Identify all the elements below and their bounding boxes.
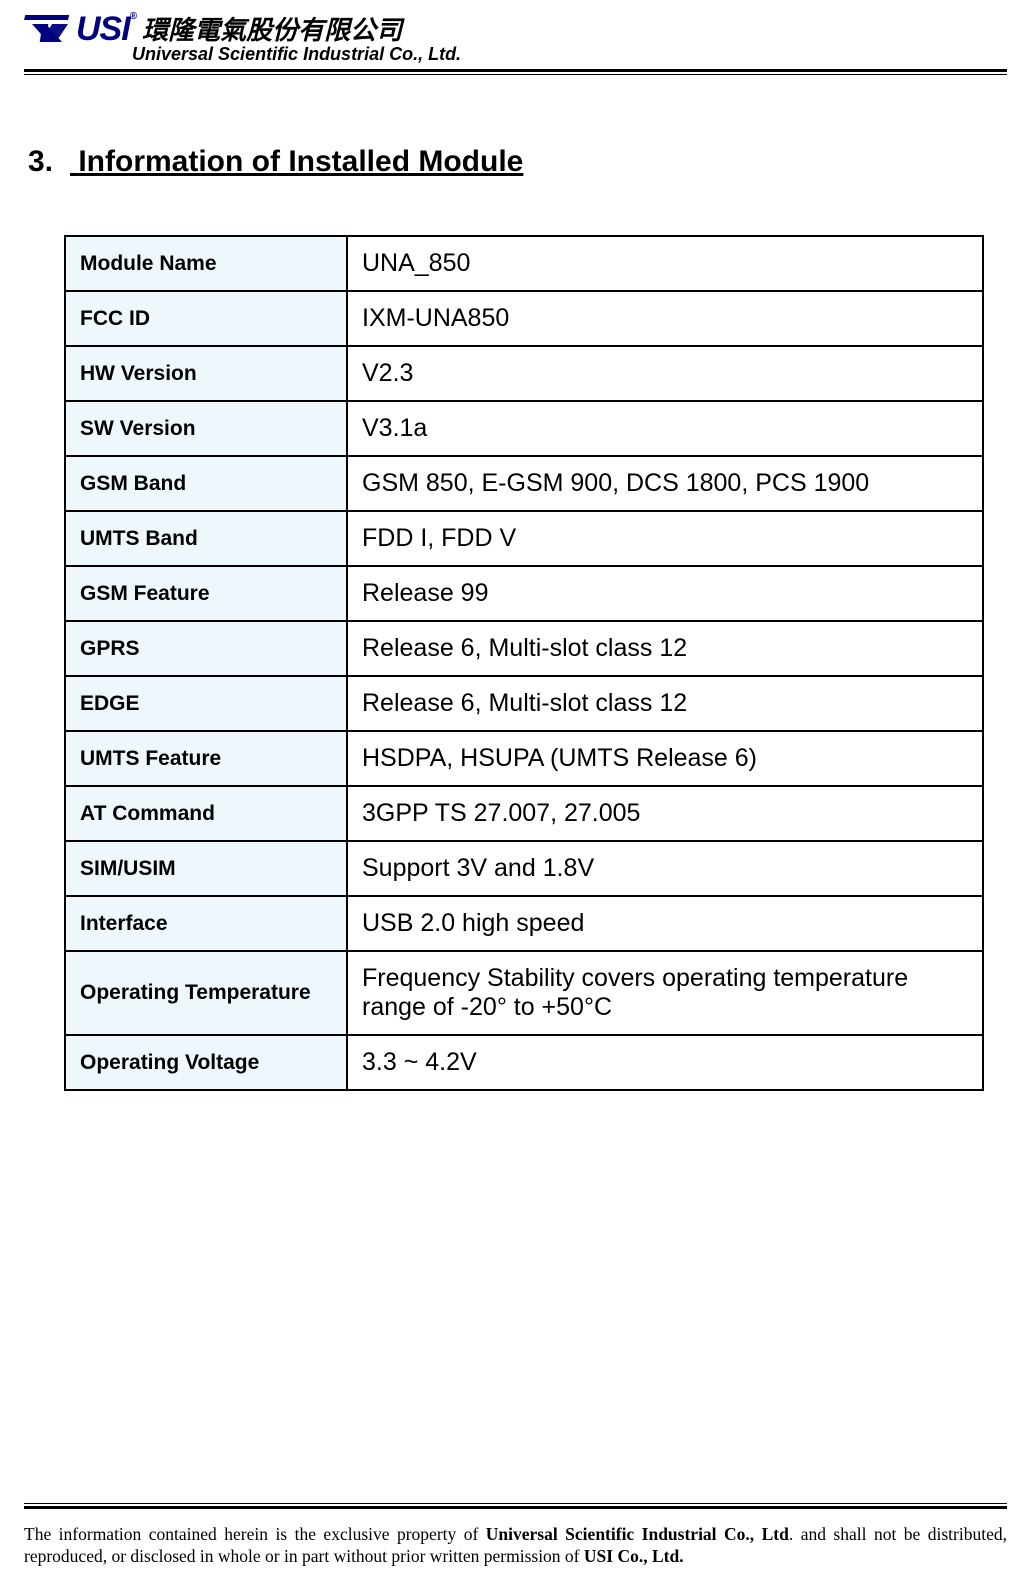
- table-value-cell: Support 3V and 1.8V: [347, 841, 983, 896]
- footer-company-2: USI Co., Ltd.: [584, 1546, 684, 1566]
- section-heading: 3. Information of Installed Module: [28, 145, 1007, 179]
- table-value-cell: UNA_850: [347, 236, 983, 291]
- table-label-cell: HW Version: [65, 346, 347, 401]
- table-row: SIM/USIMSupport 3V and 1.8V: [65, 841, 983, 896]
- footer-text-prefix: The information contained herein is the …: [24, 1524, 486, 1544]
- section-number: 3.: [28, 145, 70, 179]
- table-row: Operating Voltage3.3 ~ 4.2V: [65, 1035, 983, 1090]
- table-value-cell: IXM-UNA850: [347, 291, 983, 346]
- logo-text: USI®: [76, 12, 136, 46]
- table-label-cell: UMTS Feature: [65, 731, 347, 786]
- table-value-cell: Release 6, Multi-slot class 12: [347, 621, 983, 676]
- table-row: UMTS FeatureHSDPA, HSUPA (UMTS Release 6…: [65, 731, 983, 786]
- table-row: Module NameUNA_850: [65, 236, 983, 291]
- usi-logo-icon: [24, 12, 72, 46]
- table-row: AT Command3GPP TS 27.007, 27.005: [65, 786, 983, 841]
- table-value-cell: USB 2.0 high speed: [347, 896, 983, 951]
- footer-company-1: Universal Scientific Industrial Co., Ltd: [486, 1524, 789, 1544]
- table-value-cell: 3.3 ~ 4.2V: [347, 1035, 983, 1090]
- footer-disclaimer: The information contained herein is the …: [24, 1523, 1007, 1569]
- table-row: GSM FeatureRelease 99: [65, 566, 983, 621]
- table-row: GSM BandGSM 850, E-GSM 900, DCS 1800, PC…: [65, 456, 983, 511]
- table-label-cell: Operating Temperature: [65, 951, 347, 1035]
- table-row: FCC IDIXM-UNA850: [65, 291, 983, 346]
- footer-divider: [24, 1503, 1007, 1509]
- table-label-cell: UMTS Band: [65, 511, 347, 566]
- table-row: HW VersionV2.3: [65, 346, 983, 401]
- table-label-cell: GSM Feature: [65, 566, 347, 621]
- table-label-cell: AT Command: [65, 786, 347, 841]
- table-value-cell: Release 99: [347, 566, 983, 621]
- table-value-cell: Release 6, Multi-slot class 12: [347, 676, 983, 731]
- table-label-cell: SIM/USIM: [65, 841, 347, 896]
- page-header: USI® 環隆電氣股份有限公司 Universal Scientific Ind…: [24, 12, 1007, 65]
- table-value-cell: V3.1a: [347, 401, 983, 456]
- table-value-cell: 3GPP TS 27.007, 27.005: [347, 786, 983, 841]
- table-label-cell: Interface: [65, 896, 347, 951]
- table-row: UMTS BandFDD I, FDD V: [65, 511, 983, 566]
- table-value-cell: HSDPA, HSUPA (UMTS Release 6): [347, 731, 983, 786]
- logo-block: USI® 環隆電氣股份有限公司 Universal Scientific Ind…: [24, 12, 461, 65]
- table-label-cell: Operating Voltage: [65, 1035, 347, 1090]
- table-label-cell: SW Version: [65, 401, 347, 456]
- table-row: GPRSRelease 6, Multi-slot class 12: [65, 621, 983, 676]
- table-label-cell: GPRS: [65, 621, 347, 676]
- table-label-cell: Module Name: [65, 236, 347, 291]
- table-row: EDGERelease 6, Multi-slot class 12: [65, 676, 983, 731]
- table-value-cell: FDD I, FDD V: [347, 511, 983, 566]
- page-footer: The information contained herein is the …: [24, 1503, 1007, 1569]
- content-area: 3. Information of Installed Module Modul…: [24, 75, 1007, 1091]
- module-info-table: Module NameUNA_850FCC IDIXM-UNA850HW Ver…: [64, 235, 984, 1091]
- table-label-cell: EDGE: [65, 676, 347, 731]
- table-row: InterfaceUSB 2.0 high speed: [65, 896, 983, 951]
- table-label-cell: FCC ID: [65, 291, 347, 346]
- section-title-text: Information of Installed Module: [78, 145, 523, 178]
- logo-subtitle: Universal Scientific Industrial Co., Ltd…: [132, 44, 461, 65]
- table-value-cell: Frequency Stability covers operating tem…: [347, 951, 983, 1035]
- table-row: Operating TemperatureFrequency Stability…: [65, 951, 983, 1035]
- logo-chinese-name: 環隆電氣股份有限公司: [142, 17, 402, 43]
- table-value-cell: GSM 850, E-GSM 900, DCS 1800, PCS 1900: [347, 456, 983, 511]
- table-row: SW VersionV3.1a: [65, 401, 983, 456]
- table-label-cell: GSM Band: [65, 456, 347, 511]
- table-value-cell: V2.3: [347, 346, 983, 401]
